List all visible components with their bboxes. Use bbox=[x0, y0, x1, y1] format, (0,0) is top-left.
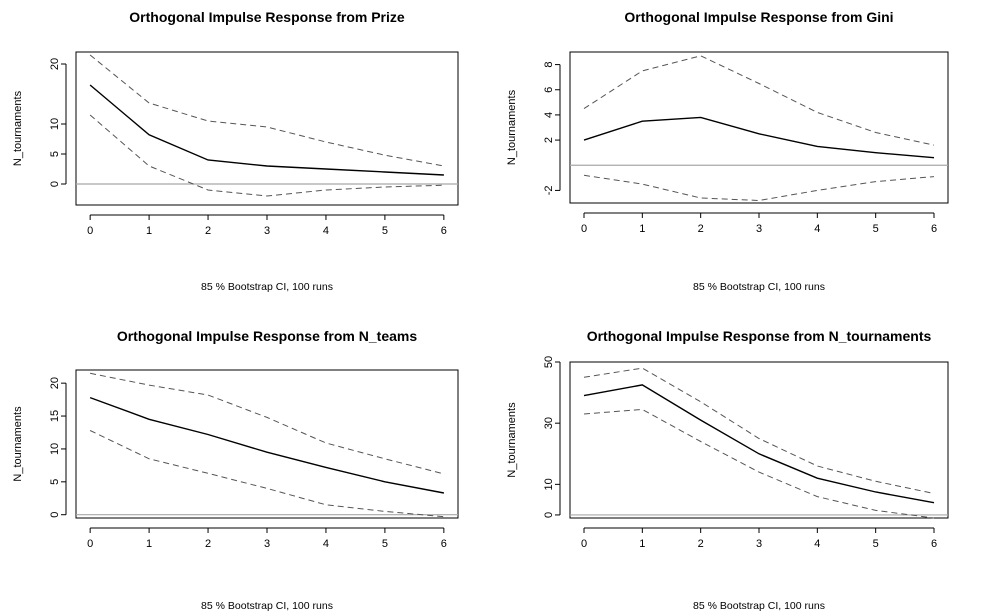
plot-frame bbox=[569, 51, 949, 204]
plot-frame bbox=[569, 361, 949, 519]
impulse-response-line bbox=[583, 384, 935, 504]
y-axis-label: N_tournaments bbox=[506, 89, 518, 165]
y-tick-label: 10 bbox=[543, 478, 555, 490]
chart-panel-2: Orthogonal Impulse Response from Gini 0 1 2… bbox=[506, 9, 949, 293]
x-tick-label: 3 bbox=[756, 223, 762, 235]
lower-ci-line bbox=[583, 408, 935, 519]
y-axis-label: N_tournaments bbox=[12, 406, 24, 482]
y-tick-label: 20 bbox=[49, 377, 61, 389]
y-tick-label: 50 bbox=[543, 356, 555, 368]
x-tick-label: 0 bbox=[581, 538, 587, 550]
x-tick-label: 5 bbox=[382, 225, 388, 237]
bootstrap-ci-note: 85 % Bootstrap CI, 100 runs bbox=[693, 600, 825, 612]
x-tick-label: 1 bbox=[639, 538, 645, 550]
y-tick-label: 8 bbox=[543, 62, 555, 68]
x-tick-label: 2 bbox=[698, 223, 704, 235]
upper-ci-line bbox=[89, 54, 444, 167]
chart-title: Orthogonal Impulse Response from Prize bbox=[129, 9, 405, 25]
y-tick-label: 30 bbox=[543, 417, 555, 429]
y-tick-label: 15 bbox=[49, 410, 61, 422]
y-tick-label: 5 bbox=[49, 151, 61, 157]
chart-panel-3: Orthogonal Impulse Response from N_teams… bbox=[12, 328, 459, 612]
y-tick-label: 0 bbox=[49, 181, 61, 187]
bootstrap-ci-note: 85 % Bootstrap CI, 100 runs bbox=[201, 281, 333, 293]
x-tick-label: 2 bbox=[205, 538, 211, 550]
impulse-response-line bbox=[583, 116, 935, 159]
x-tick-label: 5 bbox=[873, 538, 879, 550]
x-tick-label: 6 bbox=[931, 223, 937, 235]
lower-ci-line bbox=[89, 114, 444, 197]
y-axis-label: N_tournaments bbox=[506, 402, 518, 478]
upper-ci-line bbox=[583, 367, 935, 494]
x-tick-label: 4 bbox=[323, 538, 329, 550]
impulse-response-line bbox=[89, 396, 445, 494]
plot-frame bbox=[75, 369, 459, 519]
chart-title: Orthogonal Impulse Response from N_teams bbox=[117, 328, 417, 344]
x-tick-label: 6 bbox=[441, 225, 447, 237]
x-tick-label: 0 bbox=[581, 223, 587, 235]
lower-ci-line bbox=[89, 430, 444, 518]
chart-panel-1: Orthogonal Impulse Response from Prize 0 1… bbox=[12, 9, 459, 293]
impulse-response-line bbox=[89, 84, 444, 176]
chart-title: Orthogonal Impulse Response from Gini bbox=[624, 9, 893, 25]
y-tick-label: 4 bbox=[543, 112, 555, 118]
bootstrap-ci-note: 85 % Bootstrap CI, 100 runs bbox=[693, 281, 825, 293]
lower-ci-line bbox=[583, 174, 935, 202]
y-tick-label: 5 bbox=[49, 479, 61, 485]
x-tick-label: 3 bbox=[756, 538, 762, 550]
y-tick-label: -2 bbox=[543, 186, 555, 196]
x-tick-label: 2 bbox=[698, 538, 704, 550]
bootstrap-ci-note: 85 % Bootstrap CI, 100 runs bbox=[201, 600, 333, 612]
x-tick-label: 5 bbox=[382, 538, 388, 550]
x-tick-label: 3 bbox=[264, 538, 270, 550]
y-axis-label: N_tournaments bbox=[12, 90, 24, 166]
y-tick-label: 0 bbox=[543, 512, 555, 518]
x-tick-label: 0 bbox=[87, 225, 93, 237]
x-tick-label: 4 bbox=[814, 538, 820, 550]
upper-ci-line bbox=[583, 55, 935, 146]
chart-panel-4: Orthogonal Impulse Response from N_tourn… bbox=[506, 328, 949, 612]
x-tick-label: 4 bbox=[814, 223, 820, 235]
x-tick-label: 2 bbox=[205, 225, 211, 237]
upper-ci-line bbox=[90, 372, 445, 475]
x-tick-label: 3 bbox=[264, 225, 270, 237]
x-tick-label: 5 bbox=[873, 223, 879, 235]
y-tick-label: 10 bbox=[49, 118, 61, 130]
y-tick-label: 6 bbox=[543, 87, 555, 93]
x-tick-label: 1 bbox=[639, 223, 645, 235]
x-tick-label: 6 bbox=[931, 538, 937, 550]
y-tick-label: 0 bbox=[49, 512, 61, 518]
chart-title: Orthogonal Impulse Response from N_tourn… bbox=[587, 328, 932, 344]
x-tick-label: 0 bbox=[87, 538, 93, 550]
x-tick-label: 1 bbox=[146, 538, 152, 550]
y-tick-label: 20 bbox=[49, 58, 61, 70]
y-tick-label: 2 bbox=[543, 137, 555, 143]
x-tick-label: 1 bbox=[146, 225, 152, 237]
plot-frame bbox=[75, 51, 459, 206]
x-tick-label: 6 bbox=[441, 538, 447, 550]
y-tick-label: 10 bbox=[49, 443, 61, 455]
x-tick-label: 4 bbox=[323, 225, 329, 237]
